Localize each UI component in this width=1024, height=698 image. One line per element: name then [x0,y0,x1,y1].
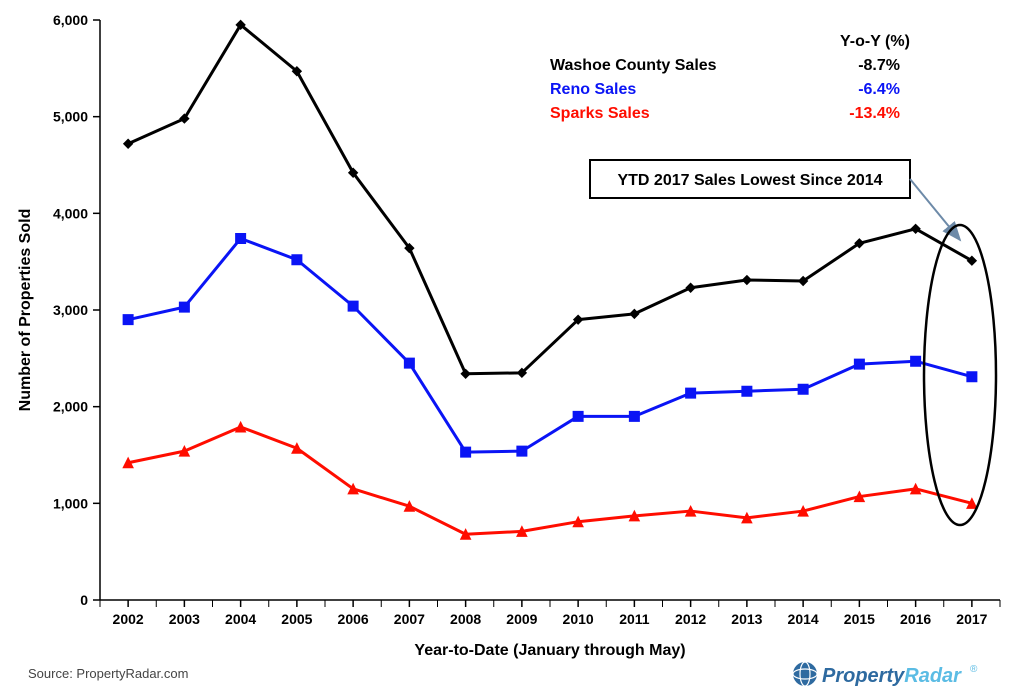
x-tick-label: 2016 [900,611,931,627]
x-tick-label: 2006 [338,611,369,627]
callout-text: YTD 2017 Sales Lowest Since 2014 [617,172,882,189]
x-tick-label: 2013 [731,611,762,627]
brand-reg: ® [970,664,978,675]
series-marker [742,276,751,285]
x-tick-label: 2017 [956,611,987,627]
y-tick-label: 6,000 [53,12,88,28]
y-tick-label: 2,000 [53,399,88,415]
x-tick-label: 2008 [450,611,481,627]
series-marker [742,386,752,396]
y-tick-label: 3,000 [53,302,88,318]
line-chart: 0 1,000 2,000 3,000 4,000 5,000 6,000 2002 2003 2… [0,0,1024,698]
series-marker [461,447,471,457]
legend-value: -6.4% [858,81,900,98]
series-line [128,427,972,534]
y-tick-label: 5,000 [53,109,88,125]
series-marker [911,356,921,366]
brand-icon [793,662,817,686]
legend-value: -8.7% [858,57,900,74]
x-tick-label: 2014 [788,611,819,627]
brand-text: PropertyRadar [822,665,962,687]
series-marker [124,139,133,148]
series-marker [236,233,246,243]
legend-label: Sparks Sales [550,105,650,122]
chart-container: 0 1,000 2,000 3,000 4,000 5,000 6,000 2002 2003 2… [0,0,1024,698]
series-line [128,25,972,374]
x-tick-label: 2012 [675,611,706,627]
series-marker [573,411,583,421]
x-tick-label: 2009 [506,611,537,627]
x-tick-label: 2004 [225,611,256,627]
series-marker [404,358,414,368]
y-tick-label: 0 [80,592,88,608]
series-marker [686,283,695,292]
legend-label: Reno Sales [550,81,636,98]
series-marker [292,255,302,265]
legend-label: Washoe County Sales [550,57,717,74]
callout-oval [924,225,996,525]
series-marker [461,369,470,378]
series-marker [123,315,133,325]
x-tick-label: 2015 [844,611,875,627]
series-marker [854,359,864,369]
legend-value: -13.4% [849,105,900,122]
series-marker [630,309,639,318]
x-tick-label: 2010 [563,611,594,627]
x-tick-label: 2005 [281,611,312,627]
x-tick-label: 2003 [169,611,200,627]
x-axis-title: Year-to-Date (January through May) [414,642,685,659]
series-marker [348,301,358,311]
x-tick-label: 2011 [619,611,650,627]
x-tick-label: 2002 [113,611,144,627]
source-text: Source: PropertyRadar.com [28,666,188,681]
y-tick-label: 1,000 [53,495,88,511]
series-marker [686,388,696,398]
series-marker [179,302,189,312]
series-marker [517,446,527,456]
legend-title: Y-o-Y (%) [840,33,910,50]
y-axis-title: Number of Properties Sold [17,209,34,412]
series-marker [798,384,808,394]
series-marker [967,372,977,382]
series-marker [629,411,639,421]
y-tick-label: 4,000 [53,205,88,221]
x-tick-label: 2007 [394,611,425,627]
